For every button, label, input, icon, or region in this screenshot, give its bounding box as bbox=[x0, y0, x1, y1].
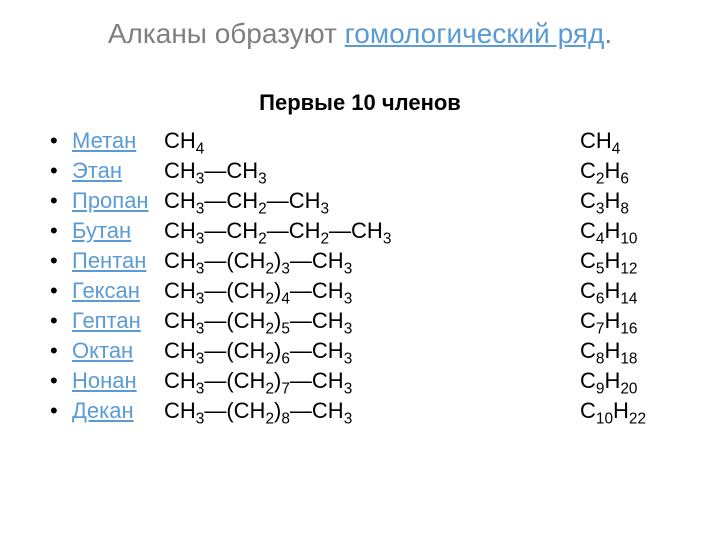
list-item: ГексанCH3—(CH2)4—CH3C6H14 bbox=[72, 276, 680, 306]
list-item: ОктанCH3—(CH2)6—CH3C8H18 bbox=[72, 336, 680, 366]
alkane-formula: C5H12 bbox=[580, 246, 680, 276]
alkane-name[interactable]: Этан bbox=[72, 156, 164, 186]
alkane-name[interactable]: Гексан bbox=[72, 276, 164, 306]
alkane-name[interactable]: Гептан bbox=[72, 306, 164, 336]
alkane-structure: CH4 bbox=[164, 126, 580, 156]
alkane-formula: C4H10 bbox=[580, 216, 680, 246]
title-suffix: . bbox=[604, 18, 612, 49]
alkane-structure: CH3—CH2—CH2—CH3 bbox=[164, 216, 580, 246]
alkane-name[interactable]: Пропан bbox=[72, 186, 164, 216]
alkane-structure: CH3—(CH2)8—CH3 bbox=[164, 396, 580, 426]
title-prefix: Алканы образуют bbox=[108, 18, 345, 49]
list-item: БутанCH3—CH2—CH2—CH3C4H10 bbox=[72, 216, 680, 246]
alkane-list: МетанCH4CH4 ЭтанCH3—CH3C2H6 ПропанCH3—CH… bbox=[40, 126, 680, 426]
alkane-formula: C10H22 bbox=[580, 396, 680, 426]
list-item: ПентанCH3—(CH2)3—CH3C5H12 bbox=[72, 246, 680, 276]
alkane-formula: C8H18 bbox=[580, 336, 680, 366]
slide-title: Алканы образуют гомологический ряд. bbox=[40, 18, 680, 50]
alkane-formula: C6H14 bbox=[580, 276, 680, 306]
alkane-structure: CH3—(CH2)6—CH3 bbox=[164, 336, 580, 366]
slide: Алканы образуют гомологический ряд. Перв… bbox=[0, 0, 720, 540]
alkane-name[interactable]: Пентан bbox=[72, 246, 164, 276]
subtitle: Первые 10 членов bbox=[40, 90, 680, 116]
alkane-formula: CH4 bbox=[580, 126, 680, 156]
alkane-name[interactable]: Метан bbox=[72, 126, 164, 156]
alkane-name[interactable]: Бутан bbox=[72, 216, 164, 246]
alkane-structure: CH3—CH2—CH3 bbox=[164, 186, 580, 216]
list-item: МетанCH4CH4 bbox=[72, 126, 680, 156]
list-item: ГептанCH3—(CH2)5—CH3C7H16 bbox=[72, 306, 680, 336]
alkane-formula: C9H20 bbox=[580, 366, 680, 396]
alkane-structure: CH3—CH3 bbox=[164, 156, 580, 186]
alkane-formula: C3H8 bbox=[580, 186, 680, 216]
alkane-name[interactable]: Нонан bbox=[72, 366, 164, 396]
list-item: ПропанCH3—CH2—CH3C3H8 bbox=[72, 186, 680, 216]
list-item: ЭтанCH3—CH3C2H6 bbox=[72, 156, 680, 186]
title-link[interactable]: гомологический ряд bbox=[345, 18, 605, 49]
alkane-structure: CH3—(CH2)3—CH3 bbox=[164, 246, 580, 276]
alkane-formula: C2H6 bbox=[580, 156, 680, 186]
alkane-structure: CH3—(CH2)7—CH3 bbox=[164, 366, 580, 396]
alkane-structure: CH3—(CH2)4—CH3 bbox=[164, 276, 580, 306]
list-item: ДеканCH3—(CH2)8—CH3C10H22 bbox=[72, 396, 680, 426]
alkane-name[interactable]: Октан bbox=[72, 336, 164, 366]
alkane-formula: C7H16 bbox=[580, 306, 680, 336]
alkane-name[interactable]: Декан bbox=[72, 396, 164, 426]
alkane-structure: CH3—(CH2)5—CH3 bbox=[164, 306, 580, 336]
list-item: НонанCH3—(CH2)7—CH3C9H20 bbox=[72, 366, 680, 396]
